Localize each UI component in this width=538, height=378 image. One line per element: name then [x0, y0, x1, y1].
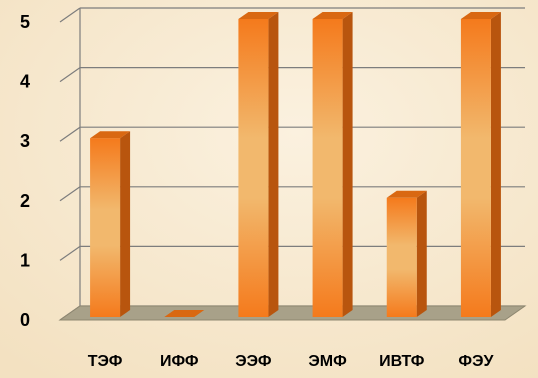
y-tick-labels: 0 1 2 3 4 5: [20, 12, 30, 330]
y-tick-label: 5: [20, 12, 30, 32]
x-tick-label: ИФФ: [160, 353, 199, 370]
grid-line: [59, 7, 525, 23]
grid-line: [59, 186, 525, 202]
bar: [312, 12, 353, 317]
x-tick-label: ФЭУ: [458, 353, 494, 370]
bar: [386, 190, 427, 317]
bars: [90, 12, 501, 317]
y-tick-label: 0: [20, 310, 30, 330]
y-tick-label: 2: [20, 191, 30, 211]
grid-line: [59, 245, 525, 261]
x-tick-labels: ТЭФ ИФФ ЭЭФ ЭМФ ИВТФ ФЭУ: [88, 353, 495, 370]
y-tick-label: 1: [20, 250, 30, 270]
y-tick-label: 3: [20, 131, 30, 151]
x-tick-label: ТЭФ: [88, 353, 123, 370]
grid-line: [59, 126, 525, 142]
x-tick-label: ЭЭФ: [235, 353, 272, 370]
bar: [164, 310, 205, 317]
bar: [90, 131, 131, 317]
bar: [238, 12, 279, 317]
grid-line: [59, 66, 525, 83]
bar: [460, 12, 501, 317]
x-tick-label: ЭМФ: [308, 353, 347, 370]
x-tick-label: ИВТФ: [379, 353, 425, 370]
y-tick-label: 4: [20, 72, 30, 92]
